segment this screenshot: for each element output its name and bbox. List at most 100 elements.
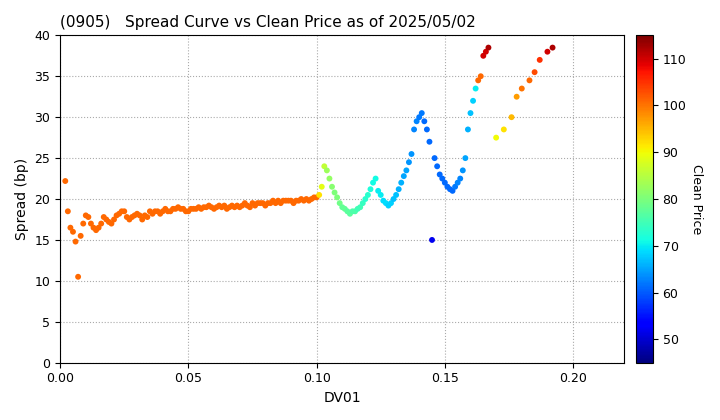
Point — [262, 200, 274, 207]
Point — [134, 212, 145, 219]
Point — [290, 197, 302, 204]
Point — [395, 179, 407, 186]
Point — [178, 205, 189, 212]
Point — [375, 192, 387, 198]
Point — [470, 85, 482, 92]
Point — [190, 205, 202, 212]
Point — [298, 197, 310, 204]
Point — [267, 197, 279, 204]
Point — [393, 186, 405, 192]
Point — [472, 77, 484, 84]
Point — [385, 200, 397, 207]
Point — [239, 200, 251, 207]
Point — [336, 204, 348, 210]
Point — [321, 167, 333, 174]
Point — [283, 197, 294, 204]
Point — [406, 151, 418, 158]
Point — [372, 187, 384, 194]
Point — [111, 212, 122, 219]
Point — [354, 204, 366, 210]
Point — [398, 173, 410, 179]
Point — [303, 197, 315, 204]
Point — [193, 204, 204, 210]
Point — [464, 110, 476, 116]
Point — [254, 200, 266, 207]
Point — [93, 224, 104, 231]
Point — [352, 205, 364, 212]
Point — [265, 200, 276, 207]
Point — [275, 200, 287, 207]
Point — [213, 202, 225, 209]
Point — [467, 97, 479, 104]
Point — [541, 48, 553, 55]
Point — [170, 205, 181, 212]
Point — [318, 163, 330, 170]
Point — [139, 212, 150, 219]
Point — [421, 126, 433, 133]
Y-axis label: Spread (bp): Spread (bp) — [15, 158, 29, 240]
Point — [70, 238, 81, 245]
Point — [249, 202, 261, 209]
Point — [377, 197, 389, 204]
Point — [400, 167, 412, 174]
Point — [152, 208, 163, 215]
Point — [441, 184, 453, 190]
Point — [439, 179, 451, 186]
Point — [124, 216, 135, 223]
Point — [208, 205, 220, 212]
Point — [131, 210, 143, 217]
Point — [244, 204, 256, 210]
Point — [362, 192, 374, 198]
Point — [142, 214, 153, 220]
Point — [234, 204, 246, 210]
Point — [306, 196, 318, 202]
Point — [154, 210, 166, 217]
Point — [98, 214, 109, 220]
Point — [231, 202, 243, 209]
Point — [326, 184, 338, 190]
Point — [413, 114, 425, 121]
Point — [546, 44, 558, 51]
Point — [216, 204, 228, 210]
Point — [285, 197, 297, 204]
Point — [313, 192, 325, 198]
Point — [175, 205, 186, 212]
Point — [103, 218, 114, 225]
Point — [511, 93, 523, 100]
Point — [80, 212, 91, 219]
Point — [198, 204, 210, 210]
Point — [201, 204, 212, 210]
Point — [457, 167, 469, 174]
Point — [257, 200, 269, 207]
Point — [147, 210, 158, 217]
Point — [390, 192, 402, 198]
Point — [380, 200, 392, 207]
Point — [359, 196, 371, 202]
Point — [126, 214, 138, 220]
Point — [106, 220, 117, 227]
Point — [252, 200, 264, 207]
Point — [447, 187, 459, 194]
Point — [411, 118, 423, 125]
Point — [382, 202, 394, 209]
Point — [347, 208, 359, 215]
Text: (0905)   Spread Curve vs Clean Price as of 2025/05/02: (0905) Spread Curve vs Clean Price as of… — [60, 15, 476, 30]
Point — [505, 114, 517, 121]
Point — [83, 214, 94, 220]
Point — [316, 184, 328, 190]
X-axis label: DV01: DV01 — [323, 391, 361, 405]
Point — [188, 205, 199, 212]
Point — [324, 175, 336, 182]
Point — [349, 208, 361, 215]
Point — [475, 73, 487, 80]
Point — [416, 110, 428, 116]
Point — [295, 196, 307, 202]
Point — [288, 200, 300, 207]
Point — [221, 205, 233, 212]
Point — [426, 236, 438, 243]
Point — [329, 189, 341, 196]
Point — [341, 208, 353, 215]
Point — [67, 228, 78, 235]
Point — [270, 200, 282, 207]
Point — [129, 212, 140, 219]
